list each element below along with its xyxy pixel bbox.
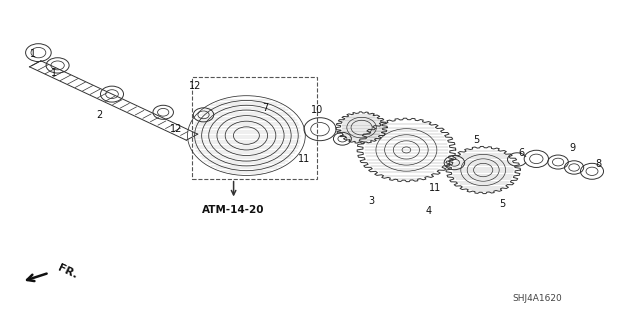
Text: 6: 6 (518, 148, 525, 158)
Text: 5: 5 (499, 199, 506, 209)
Text: SHJ4A1620: SHJ4A1620 (513, 294, 563, 303)
Text: 12: 12 (189, 81, 202, 91)
Text: 12: 12 (170, 124, 182, 134)
Text: 5: 5 (474, 135, 480, 145)
Bar (192, 77, 317, 179)
Text: 4: 4 (426, 205, 432, 216)
Text: 9: 9 (570, 143, 576, 153)
Text: FR.: FR. (56, 263, 79, 281)
Text: 1: 1 (51, 68, 58, 78)
Text: 2: 2 (96, 110, 102, 120)
Text: 7: 7 (262, 103, 269, 114)
Text: 8: 8 (595, 159, 602, 169)
Text: 3: 3 (368, 196, 374, 206)
Text: 11: 11 (298, 154, 310, 165)
Text: 11: 11 (429, 183, 442, 193)
Text: 10: 10 (310, 105, 323, 115)
Text: 1: 1 (30, 49, 36, 59)
Text: ATM-14-20: ATM-14-20 (202, 205, 265, 215)
